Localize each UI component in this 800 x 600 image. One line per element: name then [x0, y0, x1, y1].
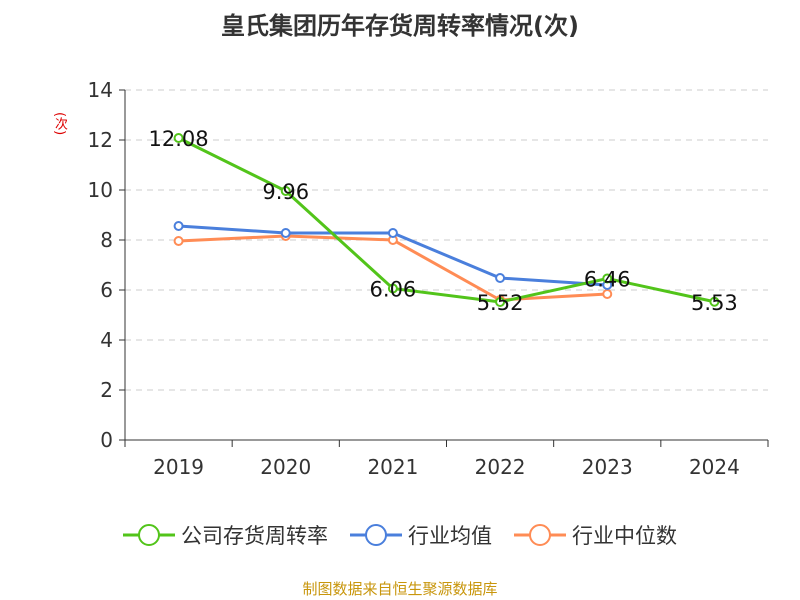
y-axis-label: (次) [52, 112, 67, 136]
y-tick-label: 4 [100, 328, 113, 352]
y-tick-label: 14 [88, 78, 113, 102]
data-point [602, 273, 613, 284]
legend-item[interactable]: 行业均值 [350, 520, 492, 550]
legend: 公司存货周转率 行业均值 行业中位数 [0, 520, 800, 550]
data-label: 9.96 [262, 180, 309, 204]
y-tick-label: 6 [100, 278, 113, 302]
x-tick-label: 2023 [582, 455, 633, 479]
chart-title: 皇氏集团历年存货周转率情况(次) [221, 12, 579, 40]
data-point [387, 228, 398, 238]
y-tick-label: 12 [88, 128, 113, 152]
data-point [173, 221, 184, 231]
x-tick-label: 2020 [260, 455, 311, 479]
legend-marker-icon [123, 524, 175, 546]
legend-marker-icon [514, 524, 566, 546]
y-tick-label: 8 [100, 228, 113, 252]
y-tick-label: 10 [88, 178, 113, 202]
x-tick-label: 2019 [153, 455, 204, 479]
data-point [495, 273, 506, 283]
source-note: 制图数据来自恒生聚源数据库 [302, 580, 498, 598]
data-point [173, 133, 184, 143]
x-tick-label: 2022 [475, 455, 526, 479]
legend-marker-icon [350, 524, 402, 546]
series-line [177, 136, 715, 304]
data-point [709, 296, 720, 307]
legend-item[interactable]: 公司存货周转率 [123, 520, 328, 550]
y-tick-label: 2 [100, 378, 113, 402]
data-point [387, 283, 398, 294]
data-point [173, 236, 184, 246]
legend-label: 行业中位数 [572, 524, 677, 548]
data-point [495, 297, 506, 307]
data-point [280, 228, 291, 238]
x-tick-label: 2021 [367, 455, 418, 479]
data-label: 6.06 [370, 278, 417, 302]
data-label: 5.53 [691, 291, 738, 315]
legend-label: 行业均值 [408, 524, 492, 548]
x-tick-label: 2024 [689, 455, 740, 479]
legend-item[interactable]: 行业中位数 [514, 520, 677, 550]
y-tick-label: 0 [100, 428, 113, 452]
legend-label: 公司存货周转率 [181, 524, 328, 548]
data-label: 6.46 [584, 268, 631, 292]
data-point [280, 186, 291, 196]
data-label: 12.08 [149, 127, 209, 151]
data-label: 5.52 [477, 291, 524, 315]
